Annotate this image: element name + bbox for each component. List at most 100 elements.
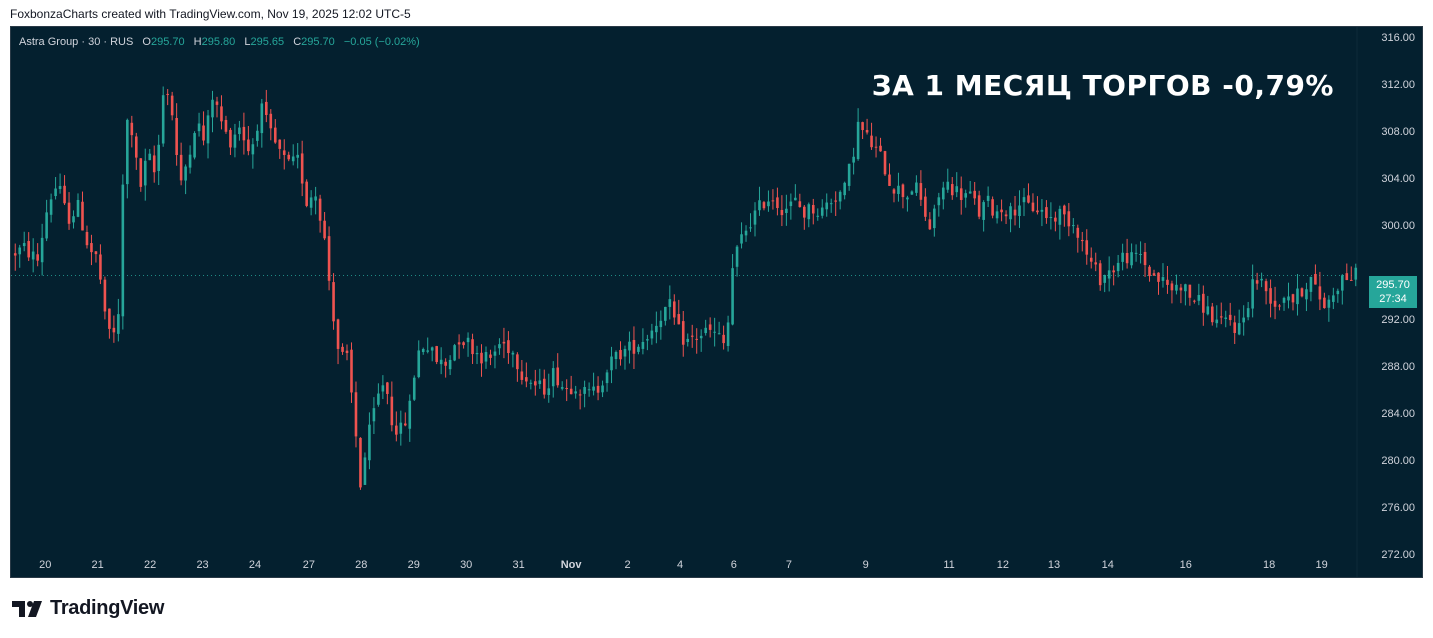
candle-body — [892, 189, 896, 194]
candle-body — [269, 113, 273, 129]
candle-body — [1323, 297, 1326, 309]
candle-body — [359, 437, 362, 488]
candle-body — [865, 129, 869, 133]
candle-body — [933, 208, 936, 229]
candle-body — [991, 199, 994, 216]
candle-body — [1013, 209, 1017, 216]
candle-body — [238, 127, 241, 135]
candle-body — [1107, 270, 1111, 279]
y-tick-label: 284.00 — [1381, 408, 1415, 420]
candle-body — [906, 197, 909, 200]
open-label: O — [142, 36, 151, 48]
chart-area[interactable]: 316.00 312.00 308.00 304.00 300.00 292.00 288.… — [10, 26, 1423, 578]
candle-body — [502, 341, 506, 344]
candle-body — [982, 202, 985, 220]
candle-body — [767, 201, 770, 207]
candle-body — [457, 342, 461, 345]
candle-body — [453, 345, 456, 361]
x-tick-label: 6 — [731, 559, 737, 571]
candle-body — [847, 163, 851, 186]
candle-body — [148, 153, 152, 161]
candle-body — [1009, 206, 1012, 220]
candle-body — [166, 93, 169, 95]
candle-body — [816, 215, 820, 217]
x-tick-label: 9 — [863, 559, 869, 571]
y-tick-label: 304.00 — [1381, 173, 1415, 185]
y-tick-label: 300.00 — [1381, 220, 1415, 232]
candle-body — [278, 139, 282, 149]
candle-body — [713, 331, 716, 333]
candle-body — [1264, 281, 1268, 292]
candle-body — [368, 424, 371, 461]
candle-body — [695, 338, 699, 340]
candle-body — [776, 197, 779, 209]
candle-body — [63, 185, 66, 204]
candle-body — [538, 380, 542, 385]
tradingview-logo[interactable]: TradingView — [12, 597, 164, 620]
candle-body — [1094, 262, 1098, 265]
candle-body — [681, 321, 685, 345]
candle-body — [583, 387, 586, 394]
candle-body — [1072, 225, 1075, 227]
symbol-label[interactable]: Astra Group · 30 · RUS — [19, 36, 134, 48]
candlestick-chart[interactable]: 316.00 312.00 308.00 304.00 300.00 292.00 288.… — [11, 27, 1422, 577]
candle-body — [520, 371, 524, 380]
candle-body — [363, 457, 367, 485]
candle-body — [659, 320, 663, 328]
candle-body — [1278, 305, 1281, 307]
candle-body — [1063, 205, 1066, 215]
candle-body — [448, 359, 452, 370]
candle-body — [390, 396, 394, 426]
candle-body — [265, 101, 268, 115]
y-tick-label: 272.00 — [1381, 549, 1415, 561]
candle-body — [556, 367, 560, 386]
candle-body — [67, 202, 71, 224]
candle-body — [224, 119, 228, 132]
candle-body — [161, 95, 165, 144]
x-tick-label: 21 — [92, 559, 104, 571]
candle-body — [327, 236, 331, 281]
candle-body — [883, 151, 887, 175]
candle-body — [94, 251, 98, 255]
candle-body — [350, 349, 353, 393]
candle-body — [525, 377, 528, 382]
candle-body — [1152, 273, 1156, 276]
candle-body — [955, 186, 959, 193]
candle-body — [569, 388, 573, 395]
candle-body — [354, 392, 358, 437]
candle-body — [834, 200, 837, 202]
candle-body — [157, 144, 161, 172]
x-tick-label: 13 — [1048, 559, 1060, 571]
candle-body — [493, 351, 497, 356]
candle-body — [941, 187, 945, 200]
candle-body — [794, 197, 797, 201]
candle-body — [85, 231, 89, 246]
candle-body — [516, 354, 519, 370]
candle-body — [211, 99, 214, 118]
candle-body — [950, 184, 954, 196]
candle-body — [175, 117, 178, 156]
candle-body — [874, 146, 878, 148]
y-tick-label: 312.00 — [1381, 79, 1415, 91]
candle-body — [1197, 295, 1201, 301]
x-tick-label: Nov — [561, 559, 583, 571]
candle-body — [861, 122, 864, 131]
candle-body — [592, 386, 595, 391]
candle-body — [1282, 297, 1286, 303]
candle-body — [1341, 275, 1344, 291]
candle-body — [901, 184, 905, 198]
candle-body — [1246, 308, 1250, 318]
candle-body — [628, 341, 631, 351]
candle-body — [758, 200, 761, 211]
high-value: 295.80 — [201, 36, 236, 48]
candle-body — [542, 378, 546, 395]
candle-body — [547, 388, 551, 395]
x-tick-label: 24 — [249, 559, 261, 571]
candle-body — [1130, 252, 1133, 266]
candle-body — [435, 346, 438, 363]
candle-body — [798, 201, 802, 208]
candle-body — [341, 346, 344, 352]
candle-body — [1089, 257, 1093, 262]
candle-body — [1134, 252, 1138, 254]
chart-caption: FoxbonzaCharts created with TradingView.… — [10, 7, 411, 21]
